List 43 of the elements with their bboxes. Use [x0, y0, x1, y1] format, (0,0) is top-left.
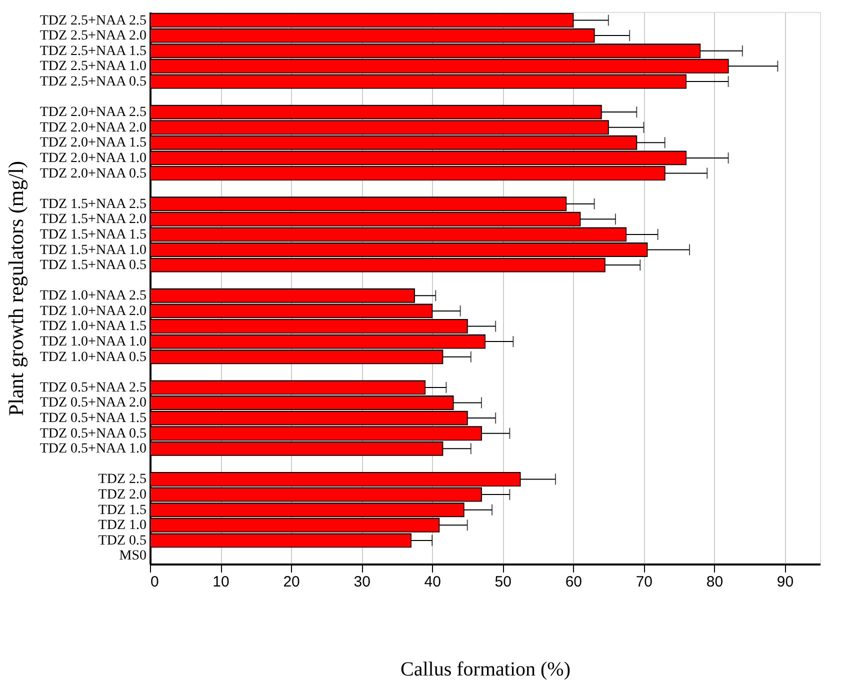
y-axis-title: Plant growth regulators (mg/l) — [4, 161, 28, 416]
y-tick-label: TDZ 0.5+NAA 0.5 — [40, 426, 146, 442]
y-tick-label: TDZ 0.5+NAA 2.5 — [40, 380, 146, 396]
y-tick-label: TDZ 0.5+NAA 1.5 — [40, 411, 146, 426]
y-tick-label: TDZ 2.0+NAA 1.0 — [40, 150, 146, 166]
y-tick-label: TDZ 2.0+NAA 0.5 — [40, 166, 146, 182]
y-tick-label: TDZ 2.5+NAA 2.5 — [40, 13, 146, 28]
y-tick-label: TDZ 1.0+NAA 0.5 — [40, 350, 146, 365]
x-axis-title: Callus formation (%) — [400, 658, 570, 680]
x-tick-label: 50 — [494, 574, 512, 590]
y-tick-label: TDZ 1.0+NAA 1.0 — [40, 334, 146, 350]
y-tick-label: TDZ 2.5+NAA 1.0 — [40, 59, 146, 74]
x-tick-label: 60 — [565, 574, 582, 590]
x-tick-label: 30 — [354, 574, 370, 590]
y-tick-label: TDZ 1.0+NAA 2.5 — [40, 288, 146, 304]
x-tick-label: 10 — [212, 574, 230, 590]
x-tick-label: 20 — [283, 574, 300, 590]
y-tick-label: MS0 — [119, 548, 146, 564]
x-tick-label: 90 — [776, 574, 794, 590]
y-tick-label: TDZ 2.5+NAA 2.0 — [40, 28, 146, 44]
x-tick-label: 80 — [706, 574, 724, 590]
y-tick-label: TDZ 0.5+NAA 1.0 — [40, 442, 146, 457]
x-tick-label: 0 — [150, 574, 159, 590]
y-tick-label: TDZ 1.5+NAA 1.5 — [40, 227, 146, 242]
x-tick-label: 70 — [636, 574, 653, 590]
y-tick-label: TDZ 2.0+NAA 1.5 — [40, 136, 146, 151]
y-tick-label: TDZ 2.5 — [98, 472, 146, 488]
y-tick-label: TDZ 0.5 — [98, 533, 146, 548]
y-tick-label: TDZ 0.5+NAA 2.0 — [40, 396, 146, 411]
y-tick-label: TDZ 1.0 — [98, 518, 146, 534]
y-tick-label: TDZ 1.5+NAA 2.5 — [40, 196, 146, 212]
y-tick-label: TDZ 2.0+NAA 2.0 — [40, 120, 146, 136]
y-tick-label: TDZ 1.0+NAA 2.0 — [40, 304, 146, 319]
y-tick-label: TDZ 2.5+NAA 0.5 — [40, 74, 146, 90]
y-tick-label: TDZ 2.0+NAA 2.5 — [40, 105, 146, 120]
y-tick-label: TDZ 1.5+NAA 0.5 — [40, 258, 146, 274]
y-tick-label: TDZ 1.5+NAA 1.0 — [40, 242, 146, 258]
y-tick-label: TDZ 2.0 — [98, 488, 146, 503]
y-tick-label: TDZ 1.5 — [98, 502, 146, 518]
y-tick-label: TDZ 1.5+NAA 2.0 — [40, 212, 146, 228]
y-tick-label: TDZ 2.5+NAA 1.5 — [40, 44, 146, 59]
y-tick-label: TDZ 1.0+NAA 1.5 — [40, 319, 146, 334]
x-tick-label: 40 — [424, 574, 441, 590]
